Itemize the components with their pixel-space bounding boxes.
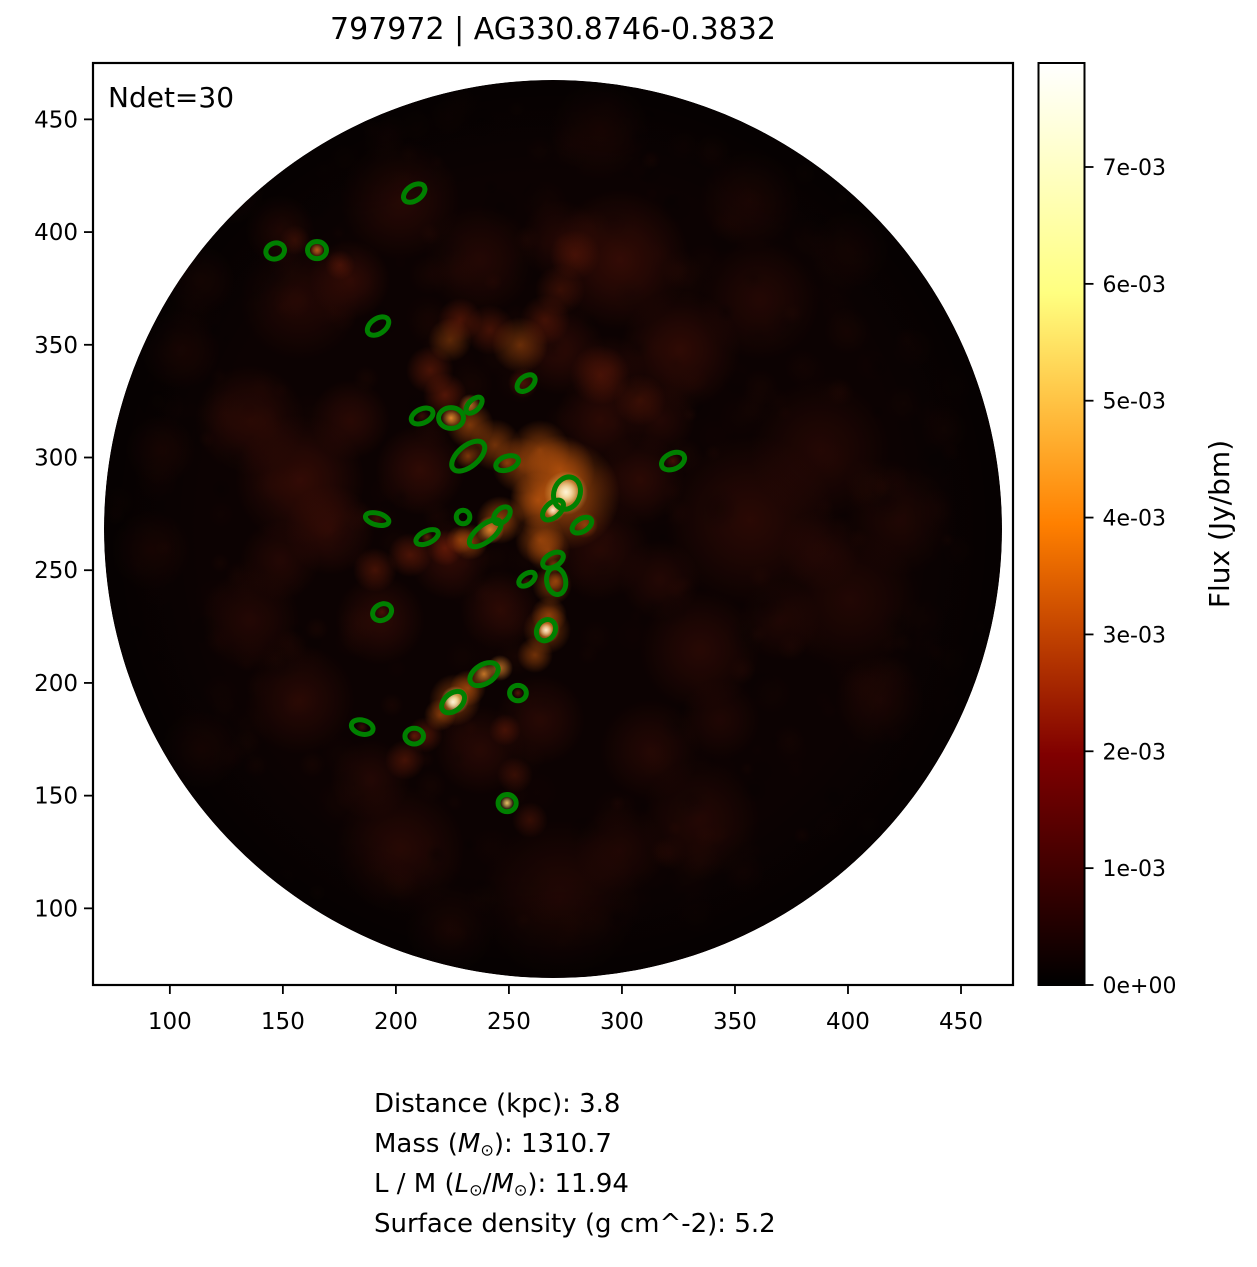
stats-block: Distance (kpc): 3.8 Mass (M⊙): 1310.7 L / … [374, 1086, 776, 1246]
detection-ellipse [514, 372, 538, 394]
detection-ellipse [439, 688, 468, 716]
x-tick-label: 250 [487, 1009, 531, 1035]
colorbar-gradient [1037, 62, 1086, 986]
detection-ellipse [540, 497, 566, 523]
stat-segment: Distance (kpc): 3.8 [374, 1089, 621, 1119]
detection-ellipse [453, 507, 473, 527]
ndet-annotation: Ndet=30 [108, 81, 235, 114]
colorbar-tick-label: 2e-03 [1103, 740, 1166, 765]
detection-ellipse [463, 394, 485, 416]
stat-segment: Mass ( [374, 1129, 458, 1159]
y-tick-label: 200 [34, 671, 78, 697]
stat-line: Mass (M⊙): 1310.7 [374, 1126, 776, 1166]
detection-ellipse [408, 405, 436, 427]
plot-title: 797972 | AG330.8746-0.3832 [330, 12, 776, 47]
colorbar-tick-label: 4e-03 [1103, 507, 1166, 532]
detection-ellipse [364, 314, 392, 338]
detection-ellipse [362, 510, 392, 528]
y-tick-label: 400 [34, 220, 78, 246]
detection-ellipse [658, 449, 688, 473]
y-tick-label: 250 [34, 558, 78, 584]
stat-segment: M [491, 1169, 514, 1199]
y-tick-label: 450 [34, 107, 78, 133]
detection-ellipse [516, 569, 538, 589]
detection-ellipse [305, 239, 330, 262]
detection-ellipse [413, 527, 441, 548]
colorbar-tick-label: 3e-03 [1103, 623, 1166, 648]
stat-segment: ⊙ [480, 1140, 494, 1160]
detection-ellipse [495, 792, 519, 815]
colorbar-tick-label: 0e+00 [1103, 974, 1177, 999]
y-tick-label: 150 [34, 784, 78, 810]
colorbar-tick-label: 7e-03 [1103, 156, 1166, 181]
detection-ellipse [348, 717, 376, 737]
stat-segment: / [482, 1169, 492, 1199]
detection-ellipse [263, 240, 288, 262]
axes-layer: 100 150 200 250 300 350 400 450 100 150 200 250 300 3… [34, 107, 983, 1035]
x-tick-label: 100 [148, 1009, 192, 1035]
x-tick-label: 200 [374, 1009, 418, 1035]
x-tick-label: 350 [713, 1009, 757, 1035]
y-tick-label: 300 [34, 445, 78, 471]
x-tick-label: 400 [826, 1009, 870, 1035]
detection-ellipse [493, 453, 521, 474]
colorbar-tick-label: 5e-03 [1103, 390, 1166, 415]
y-tick-label: 100 [34, 896, 78, 922]
stat-segment: ⊙ [513, 1180, 528, 1200]
detection-ellipse [569, 514, 595, 536]
x-tick-label: 300 [600, 1009, 644, 1035]
detection-ellipse [370, 601, 395, 624]
detection-ellipse [533, 617, 559, 644]
stat-segment: ⊙ [469, 1180, 483, 1200]
stat-line: Surface density (g cm^-2): 5.2 [374, 1206, 776, 1246]
y-tick-label: 350 [34, 333, 78, 359]
x-tick-label: 150 [261, 1009, 305, 1035]
detection-ellipse [467, 660, 501, 689]
stat-segment: L / M ( [374, 1169, 455, 1199]
detection-ellipse [466, 517, 504, 550]
detection-ellipse [449, 438, 488, 474]
stat-line: L / M (L⊙/M⊙): 11.94 [374, 1166, 776, 1206]
detections-layer [263, 181, 688, 815]
stat-segment: Surface density (g cm^-2): 5.2 [374, 1209, 776, 1239]
stat-segment: M [457, 1129, 481, 1159]
detection-ellipse [436, 405, 466, 431]
detection-ellipse [402, 725, 426, 747]
stat-segment: ): 1310.7 [493, 1129, 612, 1159]
detection-ellipse [507, 682, 529, 704]
nebula-image [104, 80, 1002, 978]
stat-segment: ): 11.94 [527, 1169, 629, 1199]
edge-vignette [104, 80, 1002, 978]
detection-ellipse [401, 181, 428, 205]
stat-line: Distance (kpc): 3.8 [374, 1086, 776, 1126]
colorbar-tick-label: 6e-03 [1103, 273, 1166, 298]
colorbar-axis-label: Flux (Jy/bm) [1203, 440, 1236, 608]
colorbar: 0e+00 1e-03 2e-03 3e-03 4e-03 5e-03 6e-03 7e-03… [1037, 62, 1236, 999]
detection-ellipse [544, 565, 569, 597]
colorbar-tick-label: 1e-03 [1103, 857, 1166, 882]
plot-border [91, 61, 1015, 987]
stat-segment: L [454, 1169, 470, 1199]
x-tick-label: 450 [939, 1009, 983, 1035]
